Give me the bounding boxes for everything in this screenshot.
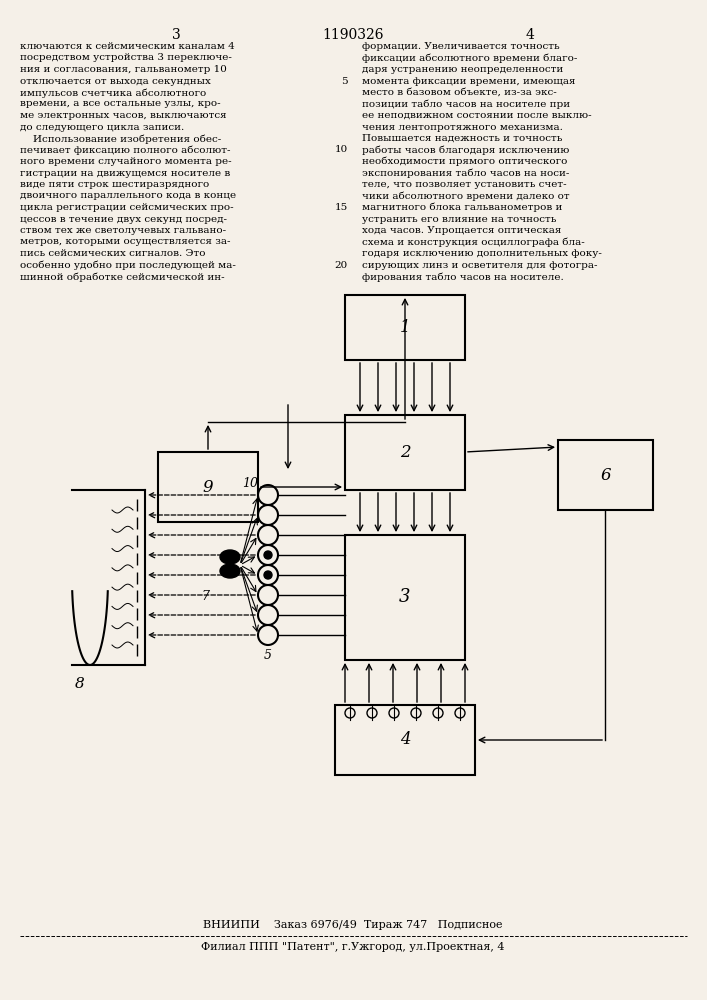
Text: 8: 8 <box>75 677 85 691</box>
Text: момента фиксации времени, имеющая: момента фиксации времени, имеющая <box>362 77 575 86</box>
Text: импульсов счетчика абсолютного: импульсов счетчика абсолютного <box>20 88 206 98</box>
Text: магнитного блока гальванометров и: магнитного блока гальванометров и <box>362 203 562 213</box>
Text: цессов в течение двух секунд посред-: цессов в течение двух секунд посред- <box>20 215 227 224</box>
Text: экспонирования табло часов на носи-: экспонирования табло часов на носи- <box>362 168 569 178</box>
Text: формации. Увеличивается точность: формации. Увеличивается точность <box>362 42 560 51</box>
Text: фиксации абсолютного времени благо-: фиксации абсолютного времени благо- <box>362 53 578 63</box>
Text: отключается от выхода секундных: отключается от выхода секундных <box>20 77 211 86</box>
Text: хода часов. Упрощается оптическая: хода часов. Упрощается оптическая <box>362 226 561 235</box>
Text: 7: 7 <box>201 590 209 603</box>
Text: схема и конструкция осциллографа бла-: схема и конструкция осциллографа бла- <box>362 237 585 247</box>
Text: до следующего цикла записи.: до следующего цикла записи. <box>20 122 185 131</box>
Text: Филиал ППП "Патент", г.Ужгород, ул.Проектная, 4: Филиал ППП "Патент", г.Ужгород, ул.Проек… <box>201 942 505 952</box>
Text: виде пяти строк шестиразрядного: виде пяти строк шестиразрядного <box>20 180 209 189</box>
Text: 2: 2 <box>399 444 410 461</box>
Text: 10: 10 <box>334 145 348 154</box>
Text: 5: 5 <box>341 77 348 86</box>
Text: сирующих линз и осветителя для фотогра-: сирующих линз и осветителя для фотогра- <box>362 260 597 269</box>
Circle shape <box>264 551 272 559</box>
Text: 20: 20 <box>334 260 348 269</box>
Text: фирования табло часов на носителе.: фирования табло часов на носителе. <box>362 272 563 282</box>
Text: 1: 1 <box>399 319 410 336</box>
Text: ВНИИПИ    Заказ 6976/49  Тираж 747   Подписное: ВНИИПИ Заказ 6976/49 Тираж 747 Подписное <box>203 920 503 930</box>
Text: место в базовом объекте, из-за экс-: место в базовом объекте, из-за экс- <box>362 88 556 97</box>
Text: ством тех же светолучевых гальвано-: ством тех же светолучевых гальвано- <box>20 226 226 235</box>
Ellipse shape <box>220 564 240 578</box>
Text: 6: 6 <box>600 466 611 484</box>
Text: гистрации на движущемся носителе в: гистрации на движущемся носителе в <box>20 168 230 178</box>
Text: ния и согласования, гальванометр 10: ния и согласования, гальванометр 10 <box>20 65 227 74</box>
Text: ключаются к сейсмическим каналам 4: ключаются к сейсмическим каналам 4 <box>20 42 235 51</box>
Text: 9: 9 <box>203 479 214 495</box>
FancyBboxPatch shape <box>335 705 475 775</box>
Text: необходимости прямого оптического: необходимости прямого оптического <box>362 157 568 166</box>
Text: чики абсолютного времени далеко от: чики абсолютного времени далеко от <box>362 192 570 201</box>
Text: 5: 5 <box>264 649 272 662</box>
Text: печивает фиксацию полного абсолют-: печивает фиксацию полного абсолют- <box>20 145 230 155</box>
Text: 1190326: 1190326 <box>322 28 384 42</box>
Text: 4: 4 <box>399 732 410 748</box>
Text: двоичного параллельного кода в конце: двоичного параллельного кода в конце <box>20 192 236 200</box>
Text: годаря исключению дополнительных фоку-: годаря исключению дополнительных фоку- <box>362 249 602 258</box>
FancyBboxPatch shape <box>558 440 653 510</box>
Text: посредством устройства 3 переключе-: посредством устройства 3 переключе- <box>20 53 232 62</box>
Text: работы часов благодаря исключению: работы часов благодаря исключению <box>362 145 569 155</box>
Text: пись сейсмических сигналов. Это: пись сейсмических сигналов. Это <box>20 249 206 258</box>
Text: ее неподвижном состоянии после выклю-: ее неподвижном состоянии после выклю- <box>362 111 592 120</box>
Text: 10: 10 <box>242 477 258 490</box>
Text: даря устранению неопределенности: даря устранению неопределенности <box>362 65 563 74</box>
Text: 3: 3 <box>399 588 411 606</box>
Text: позиции табло часов на носителе при: позиции табло часов на носителе при <box>362 100 570 109</box>
FancyBboxPatch shape <box>345 295 465 360</box>
Text: метров, которыми осуществляется за-: метров, которыми осуществляется за- <box>20 237 230 246</box>
FancyBboxPatch shape <box>345 415 465 490</box>
Text: теле, что позволяет установить счет-: теле, что позволяет установить счет- <box>362 180 566 189</box>
Circle shape <box>264 571 272 579</box>
Text: устранить его влияние на точность: устранить его влияние на точность <box>362 215 556 224</box>
Text: ме электронных часов, выключаются: ме электронных часов, выключаются <box>20 111 227 120</box>
Text: чения лентопротяжного механизма.: чения лентопротяжного механизма. <box>362 122 563 131</box>
Ellipse shape <box>220 550 240 564</box>
Text: цикла регистрации сейсмических про-: цикла регистрации сейсмических про- <box>20 203 233 212</box>
FancyBboxPatch shape <box>345 535 465 660</box>
Text: особенно удобно при последующей ма-: особенно удобно при последующей ма- <box>20 260 236 270</box>
FancyBboxPatch shape <box>158 452 258 522</box>
Text: 4: 4 <box>525 28 534 42</box>
Text: Повышается надежность и точность: Повышается надежность и точность <box>362 134 562 143</box>
Text: ного времени случайного момента ре-: ного времени случайного момента ре- <box>20 157 232 166</box>
Text: времени, а все остальные узлы, кро-: времени, а все остальные узлы, кро- <box>20 100 221 108</box>
Text: 15: 15 <box>334 203 348 212</box>
Text: Использование изобретения обес-: Использование изобретения обес- <box>20 134 221 143</box>
Text: шинной обработке сейсмической ин-: шинной обработке сейсмической ин- <box>20 272 225 282</box>
Text: 3: 3 <box>172 28 180 42</box>
